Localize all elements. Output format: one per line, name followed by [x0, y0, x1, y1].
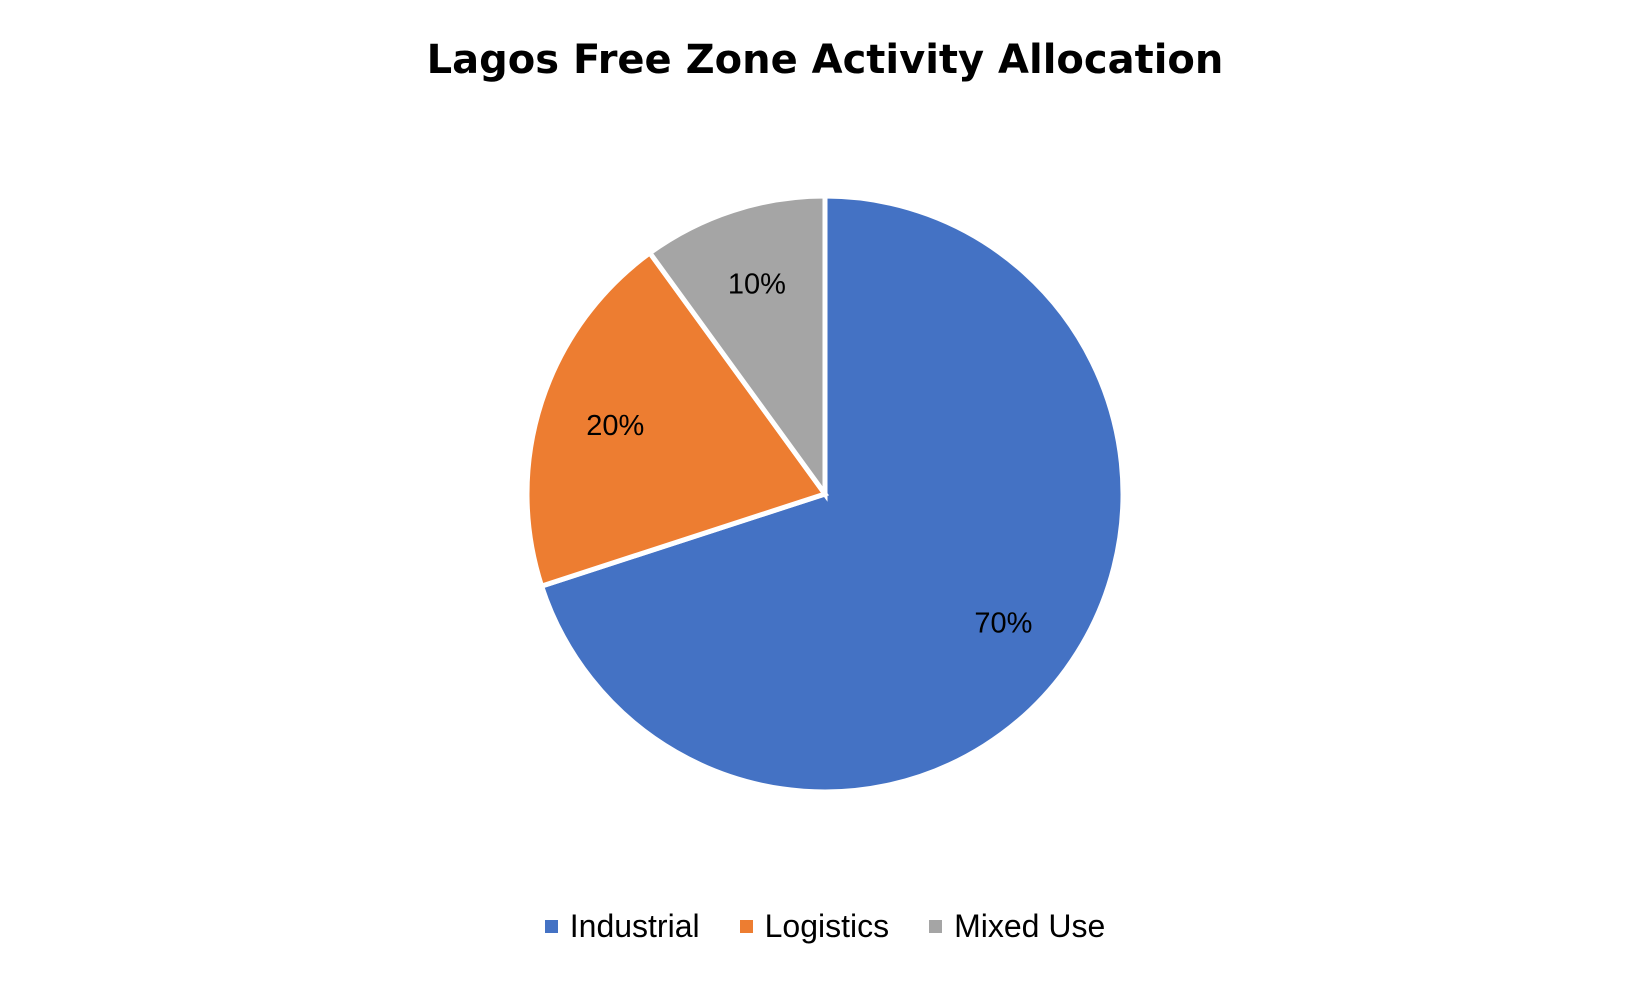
legend-swatch [739, 919, 753, 933]
legend-item-logistics: Logistics [739, 906, 890, 946]
data-label-mixed-use: 10% [728, 268, 786, 300]
pie-slice-logistics [524, 249, 830, 590]
legend-swatch [544, 919, 558, 933]
legend-label: Logistics [764, 908, 890, 944]
data-label-logistics: 20% [586, 410, 644, 442]
chart-legend: Industrial Logistics Mixed Use [0, 906, 1650, 946]
pie-slice-industrial [538, 193, 1126, 795]
legend-swatch [929, 919, 943, 933]
legend-item-industrial: Industrial [544, 906, 700, 946]
pie-slice-mixed-use [646, 193, 828, 502]
legend-label: Mixed Use [954, 908, 1106, 944]
chart-title: Lagos Free Zone Activity Allocation [426, 37, 1224, 83]
data-label-industrial: 70% [974, 608, 1032, 640]
legend-label: Industrial [569, 908, 700, 944]
legend-item-mixed-use: Mixed Use [929, 906, 1105, 946]
